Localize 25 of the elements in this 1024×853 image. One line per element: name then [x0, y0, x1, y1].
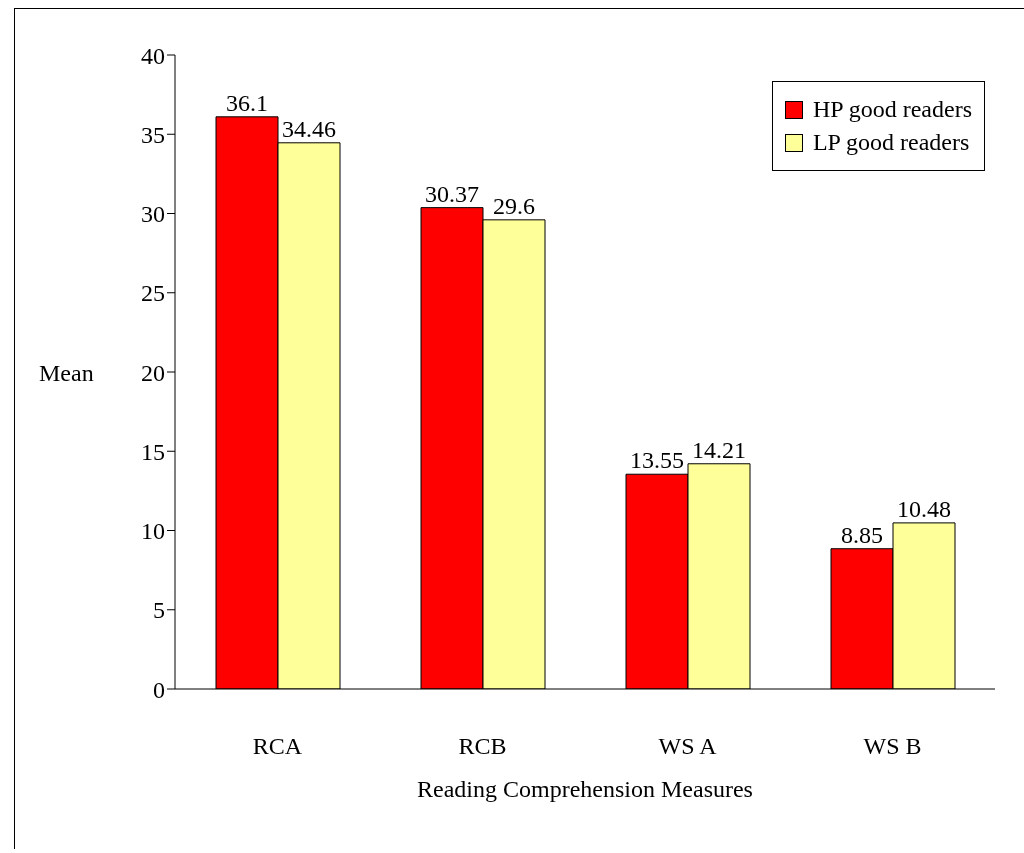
x-tick-label: RCA [252, 733, 303, 760]
legend-label: HP good readers [812, 96, 972, 123]
data-label: 14.21 [692, 436, 746, 463]
y-axis-title: Mean [39, 359, 94, 386]
data-label: 36.1 [226, 89, 268, 116]
data-label: 34.46 [282, 115, 336, 142]
x-tick-label: RCB [458, 733, 507, 760]
y-tick-label: 5 [153, 597, 165, 624]
y-tick-label: 20 [141, 359, 165, 386]
y-tick-label: 30 [141, 201, 165, 228]
x-tick-label: WS B [863, 733, 922, 760]
y-tick-label: 0 [153, 676, 165, 703]
data-label: 30.37 [425, 180, 479, 207]
x-axis-title: Reading Comprehension Measures [417, 776, 753, 802]
y-tick-label: 40 [141, 42, 165, 69]
legend-label: LP good readers [812, 129, 970, 156]
y-tick-label: 10 [141, 518, 165, 545]
x-tick-label: WS A [658, 733, 718, 760]
data-label: 8.85 [841, 521, 883, 548]
y-tick-label: 25 [141, 280, 165, 307]
data-label: 10.48 [897, 495, 951, 522]
data-label: 13.55 [630, 447, 684, 474]
y-tick-label: 35 [141, 121, 165, 148]
y-tick-label: 15 [141, 438, 165, 465]
data-label: 29.6 [493, 192, 535, 219]
